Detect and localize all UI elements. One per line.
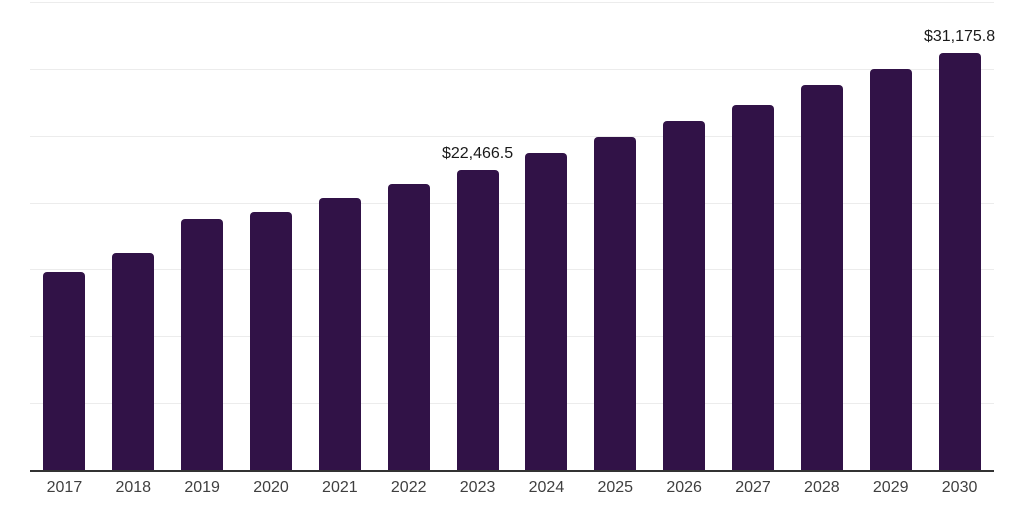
x-tick-2025: 2025 (597, 479, 634, 496)
bar-2028[interactable] (800, 85, 843, 470)
bar-2020[interactable] (250, 211, 292, 470)
data-label-2023: $22,466.5 (441, 144, 514, 162)
x-axis: 2017 2018 2019 2020 2021 2022 2023 2024 2025 2026… (30, 472, 994, 508)
x-tick-2026: 2026 (666, 479, 702, 496)
bar-2026[interactable] (663, 121, 706, 470)
x-tick-2023: 2023 (459, 479, 496, 496)
gridline (30, 336, 994, 338)
x-tick-2018: 2018 (115, 479, 152, 496)
x-tick-2030: 2030 (941, 479, 978, 496)
data-label-2030: $31,175.8 (923, 28, 996, 46)
bar-2022[interactable] (387, 184, 430, 470)
x-tick-2029: 2029 (872, 479, 909, 496)
x-tick-2028: 2028 (804, 479, 840, 496)
x-tick-2017: 2017 (46, 479, 83, 496)
bar-2018[interactable] (112, 253, 155, 470)
gridline (30, 269, 994, 271)
x-tick-2021: 2021 (322, 479, 358, 496)
bar-2027[interactable] (732, 105, 774, 470)
gridline (30, 202, 994, 204)
gridline (30, 135, 994, 137)
x-tick-2019: 2019 (184, 479, 220, 496)
bar-2021[interactable] (318, 198, 361, 470)
plot-area: $22,466.5 $31,175.8 (30, 2, 996, 472)
gridline (30, 403, 994, 405)
bar-2029[interactable] (869, 69, 912, 470)
bar-2025[interactable] (594, 136, 637, 470)
bar-2017[interactable] (43, 272, 86, 470)
x-tick-2020: 2020 (253, 479, 289, 496)
x-tick-2022: 2022 (390, 479, 427, 496)
gridline (30, 68, 994, 70)
x-tick-2027: 2027 (735, 479, 771, 496)
bar-2023[interactable] (456, 169, 499, 470)
gridline (30, 2, 994, 3)
bar-2024[interactable] (525, 153, 568, 470)
x-tick-2024: 2024 (528, 479, 565, 496)
bar-2019[interactable] (181, 219, 224, 470)
bar-2030[interactable] (938, 53, 981, 470)
